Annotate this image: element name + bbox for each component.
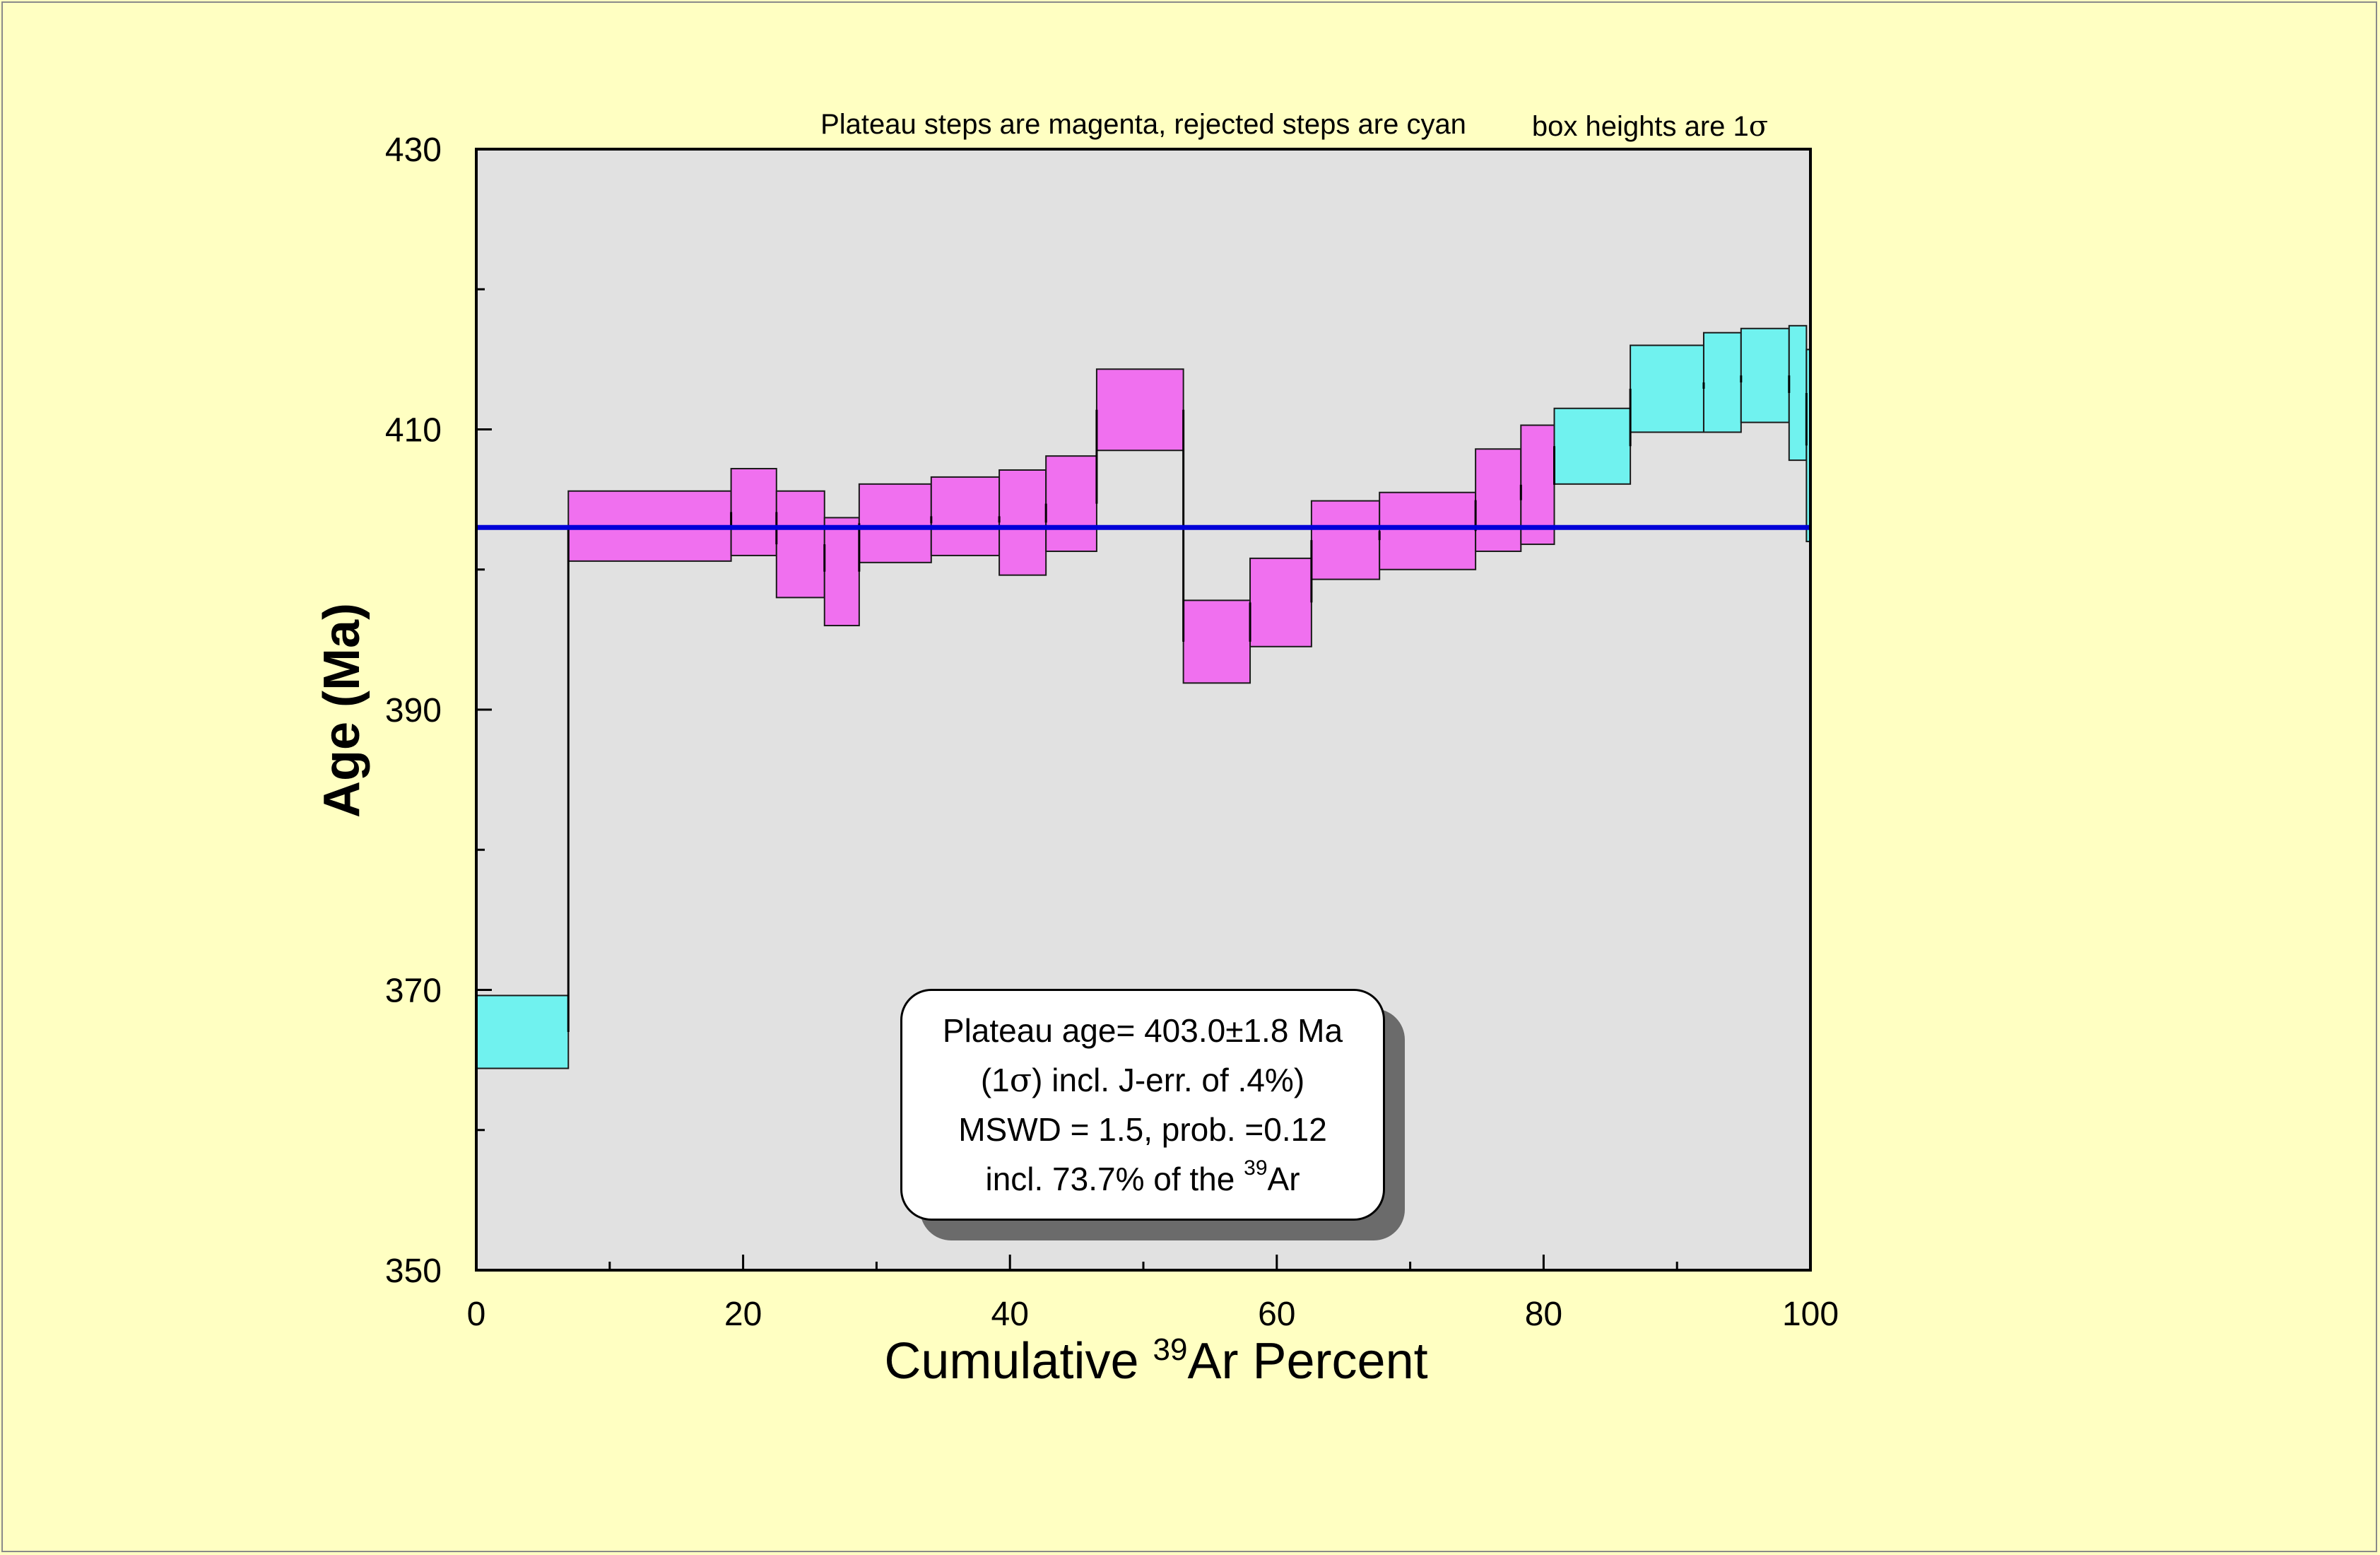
step-box-plateau bbox=[930, 476, 1001, 556]
y-tick-label: 410 bbox=[385, 412, 442, 450]
sigma-jerr-text: (1σ) incl. J-err. of .4%) bbox=[981, 1055, 1304, 1105]
x-tick-label: 40 bbox=[991, 1296, 1029, 1333]
box-height-note: box heights are 1σ bbox=[1532, 110, 1768, 143]
sigma-jerr-post: ) incl. J-err. of .4%) bbox=[1032, 1062, 1305, 1098]
step-box-plateau bbox=[998, 469, 1047, 576]
legend-note: Plateau steps are magenta, rejected step… bbox=[820, 109, 1466, 140]
step-box-plateau bbox=[1249, 557, 1312, 647]
step-box-rejected bbox=[1740, 327, 1790, 423]
x-tick-label: 80 bbox=[1525, 1296, 1562, 1333]
step-box-plateau bbox=[823, 517, 860, 627]
step-box-plateau bbox=[1379, 491, 1477, 570]
y-tick-label: 430 bbox=[385, 131, 442, 169]
y-tick-label: 350 bbox=[385, 1252, 442, 1290]
step-box-plateau bbox=[1520, 424, 1555, 546]
x-axis-title: Cumulative 39Ar Percent bbox=[884, 1332, 1427, 1390]
step-box-plateau bbox=[858, 483, 932, 563]
axis-ticks: 0 20 40 60 80 100 350 370 390 410 430 bbox=[385, 131, 1839, 1333]
sigma-symbol: σ bbox=[1009, 1061, 1032, 1099]
ar-fraction-text: incl. 73.7% of the 39Ar bbox=[985, 1154, 1300, 1204]
plateau-age-text: Plateau age= 403.0±1.8 Ma bbox=[942, 1012, 1343, 1049]
plateau-result-box: Plateau age= 403.0±1.8 Ma (1σ) incl. J-e… bbox=[900, 989, 1385, 1221]
x-axis-title-post: Ar Percent bbox=[1187, 1333, 1427, 1390]
step-box-plateau bbox=[1182, 599, 1251, 684]
x-tick-label: 0 bbox=[467, 1296, 486, 1333]
y-axis-title: Age (Ma) bbox=[314, 603, 370, 818]
ar-fraction-pre: incl. 73.7% of the bbox=[985, 1161, 1244, 1197]
step-box-rejected bbox=[1553, 407, 1632, 485]
sigma-jerr-pre: (1 bbox=[980, 1062, 1010, 1098]
ar-fraction-sup: 39 bbox=[1244, 1156, 1268, 1180]
step-box-rejected bbox=[1788, 324, 1808, 462]
step-box-plateau bbox=[1045, 455, 1097, 552]
x-tick-label: 20 bbox=[724, 1296, 762, 1333]
step-box-plateau bbox=[1310, 500, 1381, 580]
x-tick-label: 60 bbox=[1258, 1296, 1295, 1333]
step-box-plateau bbox=[1095, 368, 1184, 452]
y-tick-label: 390 bbox=[385, 692, 442, 729]
step-box-rejected bbox=[1630, 344, 1704, 433]
box-height-note-sigma: σ bbox=[1749, 110, 1768, 143]
x-axis-title-sup: 39 bbox=[1153, 1332, 1188, 1367]
step-box-plateau bbox=[775, 490, 825, 599]
x-tick-label: 100 bbox=[1782, 1296, 1839, 1333]
step-box-rejected bbox=[1702, 331, 1742, 433]
y-tick-label: 370 bbox=[385, 973, 442, 1010]
step-box-plateau bbox=[1475, 448, 1522, 552]
ar-fraction-post: Ar bbox=[1267, 1161, 1300, 1197]
step-box-rejected bbox=[476, 994, 570, 1069]
x-axis-title-pre: Cumulative bbox=[884, 1333, 1153, 1390]
mswd-text: MSWD = 1.5, prob. =0.12 bbox=[958, 1111, 1327, 1148]
step-box-plateau bbox=[730, 468, 777, 556]
box-height-note-text: box heights are 1 bbox=[1532, 111, 1749, 142]
